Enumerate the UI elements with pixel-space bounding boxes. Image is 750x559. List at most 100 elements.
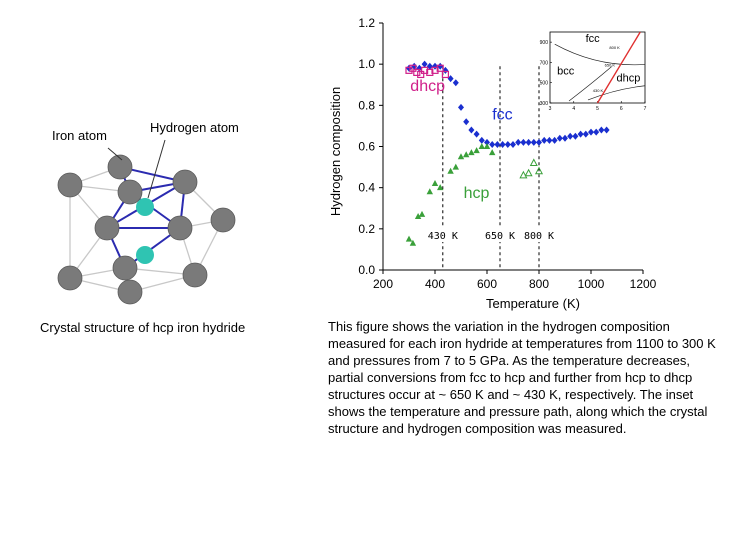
data-point-fcc bbox=[504, 140, 511, 148]
data-point-fcc bbox=[499, 140, 506, 148]
phase-label-hcp: hcp bbox=[464, 185, 490, 202]
series-fcc bbox=[406, 60, 610, 148]
data-point-dhcp bbox=[413, 68, 421, 77]
hcp-iron-hydride-structure bbox=[57, 139, 236, 305]
hydrogen-composition-chart: 0.0 0.2 0.4 0.6 0.8 1.0 1.2 200 400 600 800 1000 120… bbox=[320, 0, 740, 320]
data-point-hcp bbox=[483, 143, 491, 149]
data-point-dhcp bbox=[426, 68, 434, 77]
inset-path bbox=[596, 31, 641, 104]
iron-atoms bbox=[57, 154, 236, 305]
data-point-fcc bbox=[603, 126, 610, 134]
data-point-hcp bbox=[452, 163, 459, 170]
y-axis-label: Hydrogen composition bbox=[328, 87, 343, 216]
inset-x-tick-label: 3 bbox=[549, 106, 552, 112]
data-point-fcc bbox=[411, 62, 418, 70]
data-point-hcp bbox=[478, 143, 485, 149]
iron-atom bbox=[210, 207, 236, 233]
inset-y-tick-label: 700 bbox=[540, 60, 549, 66]
hydrogen-atom-label: Hydrogen atom bbox=[150, 120, 239, 135]
data-point-dhcp bbox=[405, 66, 413, 74]
data-point-fcc bbox=[484, 138, 490, 146]
y-tick-label: 1.0 bbox=[358, 57, 375, 71]
iron-atom bbox=[94, 215, 120, 241]
data-point-fcc bbox=[588, 128, 594, 136]
data-point-fcc bbox=[510, 140, 516, 148]
data-point-hcp bbox=[463, 151, 470, 158]
data-point-dhcp bbox=[441, 70, 450, 79]
data-point-hcp bbox=[405, 235, 413, 242]
data-point-fcc bbox=[515, 138, 522, 146]
data-point-hcp-open bbox=[519, 170, 528, 179]
data-point-fcc bbox=[551, 136, 558, 144]
transition-label: 430 K bbox=[428, 231, 458, 242]
data-point-hcp bbox=[418, 210, 426, 217]
inset-boundary bbox=[568, 66, 612, 102]
data-point-fcc bbox=[530, 138, 537, 146]
inset-boundary bbox=[554, 43, 646, 66]
x-tick-label: 1200 bbox=[630, 277, 657, 291]
y-tick-label: 0.2 bbox=[358, 222, 375, 236]
data-point-hcp bbox=[468, 149, 475, 156]
data-point-fcc bbox=[452, 79, 459, 87]
hydrogen-atom bbox=[136, 246, 154, 264]
data-point-dhcp bbox=[417, 70, 425, 79]
x-tick-label: 200 bbox=[373, 277, 393, 291]
iron-label-pointer bbox=[107, 147, 123, 161]
data-point-fcc bbox=[520, 138, 527, 146]
inset-x-tick-label: 4 bbox=[572, 106, 575, 112]
hydrogen-atoms bbox=[136, 198, 154, 264]
inset-y-tick-label: 300 bbox=[540, 101, 549, 107]
inset-path-label: 650 K bbox=[605, 62, 616, 67]
data-point-fcc bbox=[541, 136, 548, 144]
x-tick-label: 800 bbox=[529, 277, 549, 291]
data-point-hcp-open bbox=[534, 166, 544, 175]
y-tick-label: 0.6 bbox=[358, 140, 375, 154]
data-point-fcc bbox=[536, 138, 542, 146]
series-hcp-open bbox=[519, 158, 544, 179]
iron-atom bbox=[112, 255, 138, 281]
hydrogen-atom bbox=[136, 198, 154, 216]
data-point-dhcp bbox=[409, 64, 417, 72]
x-tick-label: 400 bbox=[425, 277, 445, 291]
iron-atom bbox=[117, 279, 143, 305]
transition-label-bg bbox=[517, 228, 561, 242]
iron-atom bbox=[167, 215, 193, 241]
iron-atom bbox=[57, 172, 83, 198]
data-point-fcc bbox=[478, 136, 485, 144]
series-hcp bbox=[405, 143, 496, 246]
data-point-hcp bbox=[489, 149, 496, 156]
data-point-fcc bbox=[562, 134, 568, 142]
data-point-hcp bbox=[431, 180, 439, 187]
iron-atom bbox=[182, 262, 208, 288]
data-point-fcc bbox=[473, 130, 480, 138]
iron-atom-label: Iron atom bbox=[52, 128, 107, 143]
structure-caption: Crystal structure of hcp iron hydride bbox=[40, 320, 246, 335]
x-tick-label: 600 bbox=[477, 277, 497, 291]
data-point-fcc bbox=[598, 126, 605, 134]
data-point-fcc bbox=[468, 126, 475, 134]
crystal-structure-panel bbox=[40, 110, 240, 315]
x-tick-label: 1000 bbox=[578, 277, 605, 291]
y-tick-label: 1.2 bbox=[358, 16, 375, 30]
iron-atom bbox=[57, 265, 83, 291]
data-point-hcp bbox=[426, 188, 433, 195]
inset-x-tick-label: 7 bbox=[644, 106, 647, 112]
figure-caption: This figure shows the variation in the h… bbox=[328, 319, 716, 436]
data-point-fcc bbox=[567, 132, 574, 140]
y-tick-label: 0.0 bbox=[358, 263, 375, 277]
inset-y-tick-label: 900 bbox=[540, 40, 549, 46]
transition-label-bg bbox=[420, 228, 465, 242]
data-point-fcc bbox=[426, 62, 433, 70]
data-point-fcc bbox=[577, 130, 584, 138]
data-point-hcp bbox=[409, 239, 417, 246]
x-axis-label: Temperature (K) bbox=[486, 296, 580, 311]
iron-atom bbox=[172, 169, 198, 195]
inset-y-tick-label: 500 bbox=[540, 81, 549, 87]
data-point-hcp bbox=[414, 212, 422, 219]
phase-label-fcc: fcc bbox=[492, 107, 512, 124]
data-point-fcc bbox=[556, 134, 563, 142]
inset-frame bbox=[549, 31, 646, 104]
data-point-fcc bbox=[572, 132, 579, 140]
inset-boundary bbox=[587, 85, 646, 101]
inset-chart: 3 4 5 6 7 300 500 700 900 fcc bcc dhcp 800 K 650 K 430… bbox=[540, 31, 647, 112]
